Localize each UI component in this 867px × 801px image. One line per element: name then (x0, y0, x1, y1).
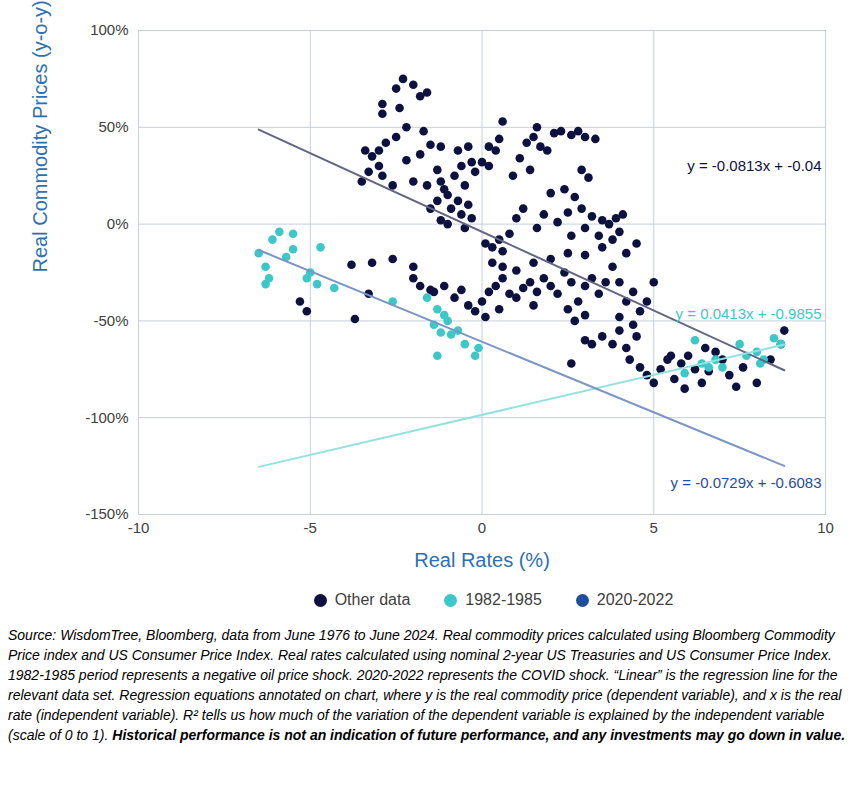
svg-text:100%: 100% (90, 21, 128, 38)
svg-text:-10: -10 (128, 519, 150, 536)
svg-text:-50%: -50% (93, 312, 128, 329)
svg-text:50%: 50% (98, 118, 128, 135)
svg-text:y = 0.0413x + -0.9855: y = 0.0413x + -0.9855 (676, 305, 822, 322)
svg-text:0: 0 (478, 519, 486, 536)
svg-text:5: 5 (650, 519, 658, 536)
svg-text:-150%: -150% (85, 505, 128, 522)
svg-text:Real Commodity Prices (y-o-y): Real Commodity Prices (y-o-y) (29, 0, 51, 272)
svg-text:10: 10 (817, 519, 834, 536)
html-text:Source: WisdomTree, Bloomberg,: Source: WisdomTree, Bloomberg, data from… (8, 627, 846, 743)
svg-text:-100%: -100% (85, 409, 128, 426)
svg-text:0%: 0% (107, 215, 129, 232)
svg-text:Real Rates (%): Real Rates (%) (414, 549, 550, 571)
svg-text:y = -0.0813x + -0.04: y = -0.0813x + -0.04 (687, 157, 821, 174)
html-text:2020-2022: 2020-2022 (596, 591, 674, 608)
html-text:Other data: Other data (334, 591, 411, 608)
html-text:1982-1985: 1982-1985 (465, 591, 542, 608)
svg-text:-5: -5 (304, 519, 317, 536)
svg-text:y = -0.0729x + -0.6083: y = -0.0729x + -0.6083 (671, 474, 822, 491)
